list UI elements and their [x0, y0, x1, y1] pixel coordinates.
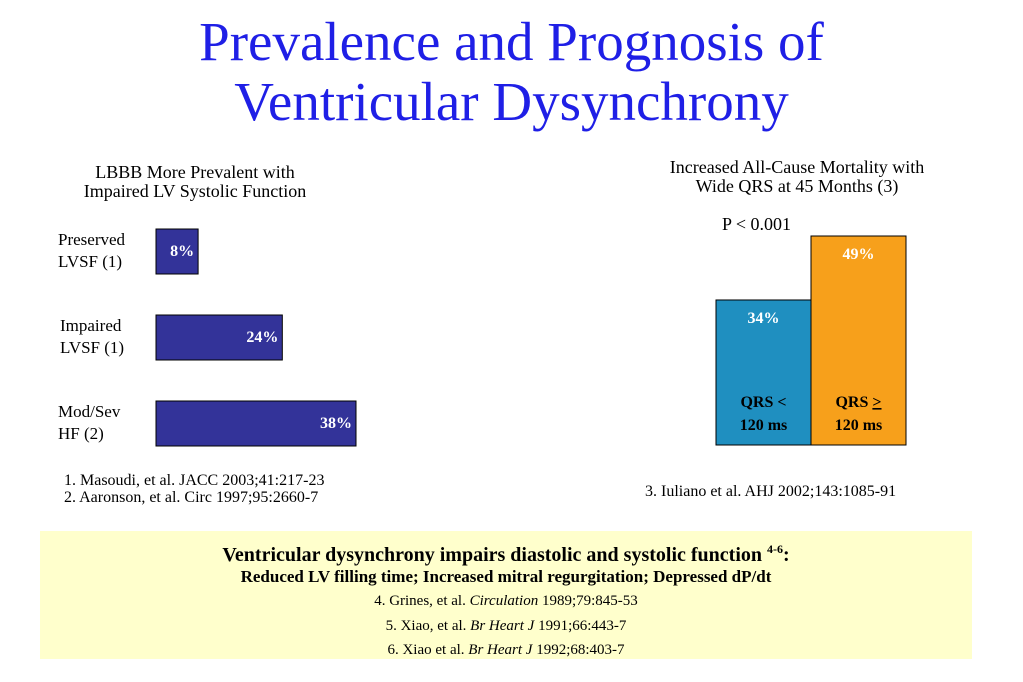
citation-4-journal: Circulation: [469, 593, 539, 609]
left-bar-value-label-2: 24%: [246, 329, 278, 346]
left-category-label-1-line-1: Preserved: [58, 230, 126, 249]
info-heading-colon: :: [783, 544, 790, 566]
left-category-label-3: Mod/Sev HF (2): [58, 401, 120, 445]
right-bar-value-label-2: 49%: [843, 246, 875, 263]
left-category-label-2-line-2: LVSF (1): [60, 338, 125, 357]
left-bar-2: [155, 314, 283, 361]
left-category-label-2-line-1: Impaired: [60, 316, 122, 335]
info-heading-superscript: 4-6: [767, 542, 784, 556]
citation-5: 5. Xiao, et al. Br Heart J 1991;66:443-7: [40, 617, 972, 635]
left-chart-title: LBBB More Prevalent with Impaired LV Sys…: [30, 163, 360, 201]
right-category-sublabel-2: 120 ms: [835, 417, 883, 434]
right-category-label-2: QRS >: [835, 394, 881, 411]
left-bar-value-label-3: 38%: [320, 415, 352, 432]
right-chart-title: Increased All-Cause Mortality with Wide …: [622, 158, 972, 196]
left-category-label-1-line-2: LVSF (1): [58, 252, 123, 271]
citation-4-post: 1989;79:845-53: [538, 593, 638, 609]
right-category-sublabel-1: 120 ms: [740, 417, 788, 434]
right-bar-1: [715, 299, 812, 446]
left-reference-2: 2. Aaronson, et al. Circ 1997;95:2660-7: [64, 489, 319, 506]
left-reference-1: 1. Masoudi, et al. JACC 2003;41:217-23: [64, 472, 325, 489]
left-category-label-3-line-1: Mod/Sev: [58, 402, 121, 421]
info-heading-text: Ventricular dysynchrony impairs diastoli…: [222, 544, 763, 566]
info-heading: Ventricular dysynchrony impairs diastoli…: [40, 537, 972, 567]
page-title: Prevalence and Prognosis of Ventricular …: [0, 12, 1023, 132]
left-bar-3: [155, 400, 357, 447]
citation-6: 6. Xiao et al. Br Heart J 1992;68:403-7: [40, 641, 972, 659]
left-category-label-3-line-2: HF (2): [58, 424, 104, 443]
title-line-2: Ventricular Dysynchrony: [234, 71, 789, 132]
left-bar-1: [155, 228, 199, 275]
right-reference: 3. Iuliano et al. AHJ 2002;143:1085-91: [645, 483, 897, 500]
title-line-1: Prevalence and Prognosis of: [199, 11, 824, 72]
left-chart-title-line-2: Impaired LV Systolic Function: [83, 181, 307, 201]
citation-4-pre: 4. Grines, et al.: [374, 593, 470, 609]
citation-5-pre: 5. Xiao, et al.: [385, 618, 471, 634]
citation-4: 4. Grines, et al. Circulation 1989;79:84…: [40, 592, 972, 610]
info-subheading: Reduced LV filling time; Increased mitra…: [240, 567, 772, 586]
left-category-label-2: Impaired LVSF (1): [60, 315, 124, 359]
p-value: P < 0.001: [722, 214, 791, 234]
left-bar-value-label-1: 8%: [170, 243, 194, 260]
right-bar-value-label-1: 34%: [748, 310, 780, 327]
right-category-label-1: QRS <: [740, 394, 786, 411]
left-chart-title-line-1: LBBB More Prevalent with: [95, 162, 295, 182]
right-bar-2: [810, 235, 907, 446]
citation-5-post: 1991;66:443-7: [534, 618, 627, 634]
info-box: Ventricular dysynchrony impairs diastoli…: [40, 531, 972, 659]
citation-6-journal: Br Heart J: [468, 642, 533, 658]
citation-5-journal: Br Heart J: [470, 618, 535, 634]
right-chart-title-line-1: Increased All-Cause Mortality with: [669, 157, 925, 177]
left-category-label-1: Preserved LVSF (1): [58, 229, 125, 273]
citation-6-pre: 6. Xiao et al.: [387, 642, 469, 658]
right-chart-title-line-2: Wide QRS at 45 Months (3): [695, 176, 899, 196]
citation-6-post: 1992;68:403-7: [532, 642, 625, 658]
